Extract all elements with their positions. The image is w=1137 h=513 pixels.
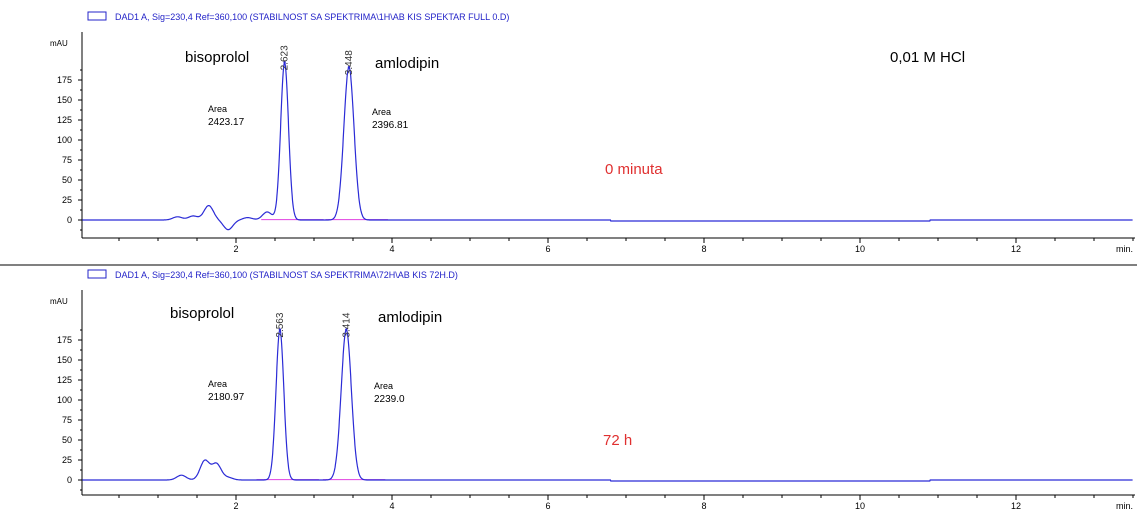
- chart-header: DAD1 A, Sig=230,4 Ref=360,100 (STABILNOS…: [115, 12, 509, 22]
- peak-area-value: 2423.17: [208, 117, 245, 128]
- legend-swatch: [87, 269, 107, 279]
- chart-header: DAD1 A, Sig=230,4 Ref=360,100 (STABILNOS…: [115, 270, 458, 280]
- timepoint-label: 72 h: [603, 432, 632, 449]
- x-tick-label: 2: [233, 244, 238, 254]
- timepoint-label: 0 minuta: [605, 161, 663, 178]
- x-tick-label: 6: [545, 244, 550, 254]
- y-tick-label: 175: [57, 75, 72, 85]
- legend-swatch: [87, 11, 107, 21]
- x-tick-label: 12: [1011, 501, 1021, 511]
- peak-area-label: Area: [208, 379, 227, 389]
- y-axis-unit: mAU: [50, 297, 68, 306]
- x-tick-label: 12: [1011, 244, 1021, 254]
- peak-retention-time-label: 3.448: [344, 50, 355, 75]
- peak-area-label: Area: [374, 381, 393, 391]
- y-tick-label: 50: [62, 435, 72, 445]
- y-axis-unit: mAU: [50, 39, 68, 48]
- y-tick-label: 100: [57, 135, 72, 145]
- peak-apex-point: [283, 61, 286, 64]
- x-tick-label: 10: [855, 501, 865, 511]
- medium-label: 0,01 M HCl: [890, 49, 965, 66]
- peak-apex-point: [278, 328, 282, 331]
- y-tick-label: 150: [57, 355, 72, 365]
- x-axis-unit: min.: [1116, 244, 1133, 254]
- peak-apex-point: [347, 66, 351, 69]
- x-tick-label: 4: [389, 244, 394, 254]
- peak-area-label: Area: [208, 104, 227, 114]
- peak-area-value: 2180.97: [208, 392, 245, 403]
- peak-area-value: 2239.0: [374, 394, 405, 405]
- compound-label-amlodipin: amlodipin: [375, 55, 439, 72]
- y-tick-label: 100: [57, 395, 72, 405]
- y-tick-label: 0: [67, 215, 72, 225]
- chromatogram-trace: [82, 328, 1133, 482]
- y-tick-label: 125: [57, 375, 72, 385]
- y-tick-label: 25: [62, 195, 72, 205]
- peak-apex-point: [345, 328, 348, 331]
- x-tick-label: 8: [701, 501, 706, 511]
- y-tick-label: 75: [62, 155, 72, 165]
- peak-retention-time-label: 2.623: [280, 45, 291, 70]
- peak-retention-time-label: 3.414: [341, 312, 352, 337]
- compound-label-bisoprolol: bisoprolol: [170, 305, 234, 322]
- y-tick-label: 0: [67, 475, 72, 485]
- y-tick-label: 125: [57, 115, 72, 125]
- peak-area-value: 2396.81: [372, 120, 409, 131]
- chromatogram-trace: [82, 61, 1133, 231]
- compound-label-amlodipin: amlodipin: [378, 309, 442, 326]
- compound-label-bisoprolol: bisoprolol: [185, 49, 249, 66]
- x-tick-label: 6: [545, 501, 550, 511]
- x-tick-label: 2: [233, 501, 238, 511]
- x-tick-label: 4: [389, 501, 394, 511]
- x-tick-label: 10: [855, 244, 865, 254]
- peak-area-label: Area: [372, 107, 391, 117]
- y-tick-label: 50: [62, 175, 72, 185]
- x-tick-label: 8: [701, 244, 706, 254]
- y-tick-label: 25: [62, 455, 72, 465]
- y-tick-label: 150: [57, 95, 72, 105]
- peak-retention-time-label: 2.563: [275, 312, 286, 337]
- y-tick-label: 75: [62, 415, 72, 425]
- x-axis-unit: min.: [1116, 501, 1133, 511]
- y-tick-label: 175: [57, 335, 72, 345]
